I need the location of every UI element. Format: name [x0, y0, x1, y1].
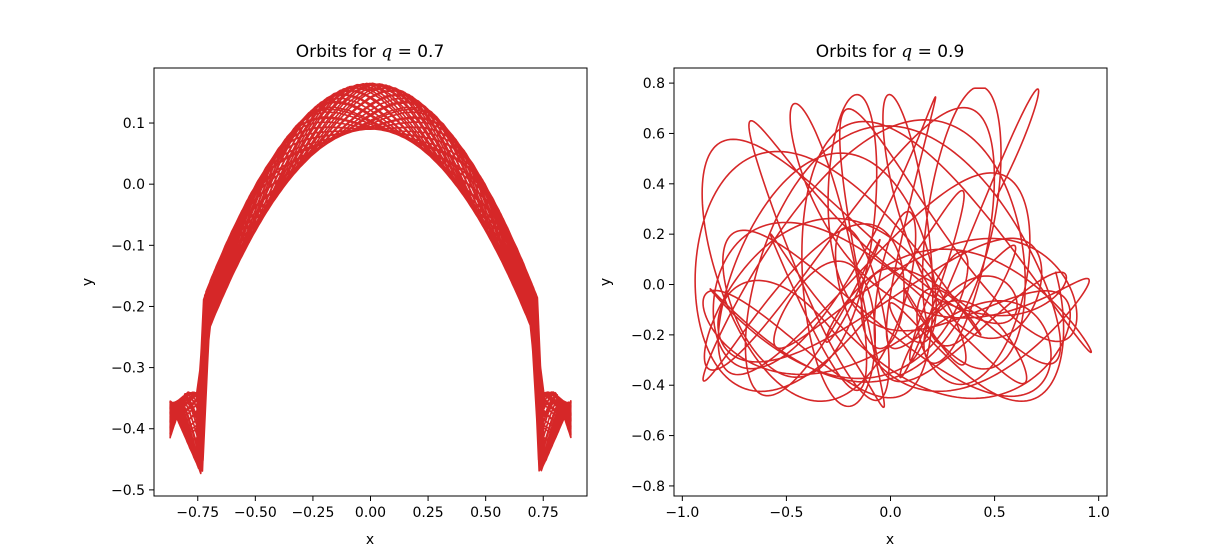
- right-y-tick-label: −0.2: [631, 328, 665, 344]
- right-y-ticks: −0.8 −0.6 −0.4 −0.2 0.0 0.2 0.4 0.6 0.8: [631, 76, 674, 495]
- right-y-tick-label: −0.4: [631, 378, 665, 394]
- right-y-tick-label: −0.8: [631, 479, 665, 495]
- left-chart-title: Orbits for q = 0.7: [296, 42, 445, 62]
- right-y-tick-label: 0.8: [643, 76, 665, 92]
- left-orbit-line: [169, 82, 572, 475]
- left-y-tick-label: −0.5: [111, 483, 145, 499]
- left-x-tick-label: −0.50: [234, 505, 277, 521]
- left-y-tick-label: −0.4: [111, 422, 145, 438]
- right-y-tick-label: 0.2: [643, 227, 665, 243]
- left-y-tick-label: 0.1: [123, 116, 145, 132]
- left-x-ticks: −0.75 −0.50 −0.25 0.00 0.25 0.50 0.75: [176, 496, 559, 521]
- left-x-tick-label: −0.25: [291, 505, 334, 521]
- left-plot-area: [169, 82, 572, 475]
- right-y-tick-label: 0.0: [643, 278, 665, 294]
- right-y-tick-label: 0.4: [643, 177, 665, 193]
- left-x-axis-label: x: [366, 532, 374, 548]
- left-y-tick-label: −0.2: [111, 299, 145, 315]
- right-x-axis-label: x: [886, 532, 894, 548]
- right-x-ticks: −1.0 −0.5 0.0 0.5 1.0: [665, 496, 1110, 521]
- left-y-tick-label: 0.0: [123, 177, 145, 193]
- left-y-ticks: −0.5 −0.4 −0.3 −0.2 −0.1 0.0 0.1: [111, 116, 154, 499]
- left-x-tick-label: 0.25: [412, 505, 443, 521]
- right-x-tick-label: −0.5: [769, 505, 803, 521]
- left-y-axis-label: y: [80, 278, 96, 286]
- left-panel: Orbits for q = 0.7 −0.75 −0.50 −0.25 0.00 0.…: [80, 42, 588, 548]
- right-x-tick-label: 1.0: [1088, 505, 1110, 521]
- left-x-tick-label: 0.50: [470, 505, 501, 521]
- right-plot-area: [694, 87, 1093, 409]
- right-y-axis-label: y: [598, 278, 614, 286]
- left-y-tick-label: −0.1: [111, 238, 145, 254]
- right-panel: Orbits for q = 0.9 −1.0 −0.5 0.0 0.5 1.0 −0.…: [598, 42, 1110, 548]
- left-x-tick-label: −0.75: [176, 505, 219, 521]
- right-y-tick-label: −0.6: [631, 429, 665, 445]
- left-x-tick-label: 0.00: [355, 505, 386, 521]
- right-x-tick-label: 0.0: [879, 505, 901, 521]
- right-y-tick-label: 0.6: [643, 126, 665, 142]
- right-x-tick-label: −1.0: [665, 505, 699, 521]
- right-chart-title: Orbits for q = 0.9: [816, 42, 965, 62]
- left-x-tick-label: 0.75: [528, 505, 559, 521]
- left-y-tick-label: −0.3: [111, 361, 145, 377]
- right-x-tick-label: 0.5: [983, 505, 1005, 521]
- right-orbit-line: [694, 87, 1093, 409]
